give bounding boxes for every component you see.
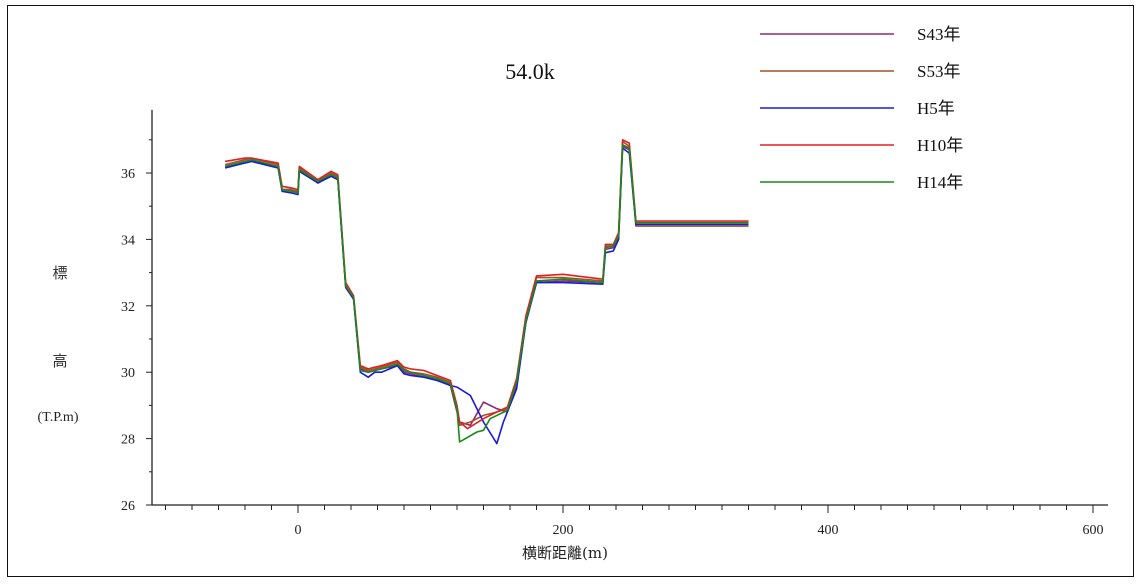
y-axis-unit: (T.P.m) bbox=[38, 410, 79, 425]
y-tick-label-34: 34 bbox=[121, 233, 135, 248]
axes: 26 28 30 32 34 36 0 200 400 600 bbox=[121, 109, 1108, 538]
series-line-H10年 bbox=[224, 139, 749, 430]
y-tick-label-30: 30 bbox=[121, 366, 135, 381]
y-tick-label-32: 32 bbox=[121, 300, 135, 315]
y-tick-label-36: 36 bbox=[121, 167, 135, 182]
legend-label-H5年: H5年 bbox=[917, 99, 955, 118]
y-tick-label-28: 28 bbox=[121, 433, 135, 448]
x-tick-label-600: 600 bbox=[1083, 523, 1104, 538]
y-axis-label-char-1: 標 bbox=[52, 264, 67, 282]
x-tick-label-400: 400 bbox=[818, 523, 839, 538]
legend-label-H14年: H14年 bbox=[917, 173, 963, 192]
series-line-S53年 bbox=[224, 140, 749, 427]
legend-label-S53年: S53年 bbox=[917, 62, 960, 81]
x-tick-label-0: 0 bbox=[295, 523, 302, 538]
y-tick-label-26: 26 bbox=[121, 499, 135, 514]
legend: S43年 S53年 H5年 H10年 H14年 bbox=[760, 25, 963, 192]
x-tick-label-200: 200 bbox=[553, 523, 574, 538]
chart-title: 54.0k bbox=[505, 59, 555, 84]
series-layer bbox=[224, 139, 749, 445]
series-line-S43年 bbox=[224, 145, 749, 427]
series-line-H5年 bbox=[224, 147, 749, 445]
y-axis-label-char-2: 高 bbox=[52, 352, 67, 370]
x-axis-label: 横断距離(m) bbox=[522, 544, 608, 562]
legend-label-S43年: S43年 bbox=[917, 25, 960, 44]
series-line-H14年 bbox=[224, 144, 749, 443]
chart-frame bbox=[7, 5, 1134, 577]
legend-label-H10年: H10年 bbox=[917, 136, 963, 155]
